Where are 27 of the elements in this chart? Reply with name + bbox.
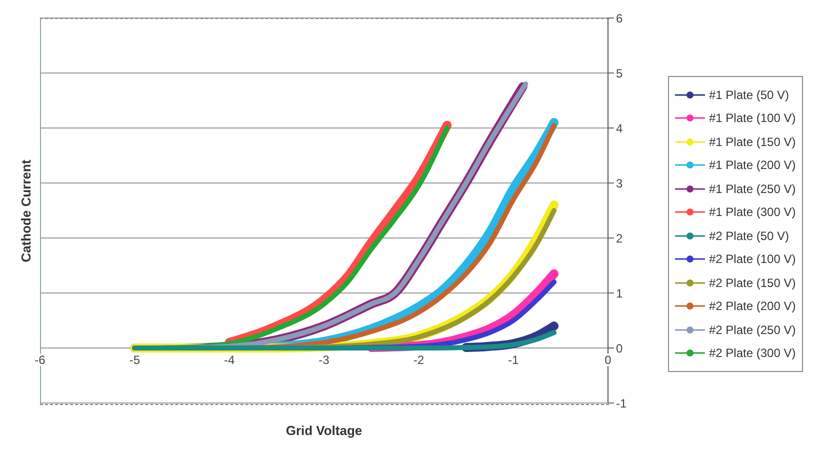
y-tick-label: 0 xyxy=(616,341,623,356)
legend-label: #1 Plate (300 V) xyxy=(709,205,796,220)
x-axis-title: Grid Voltage xyxy=(284,423,364,438)
x-tick-label: -2 xyxy=(413,353,424,367)
y-tick-label: -1 xyxy=(616,396,627,410)
legend-label: #1 Plate (250 V) xyxy=(709,182,796,196)
y-tick-label: 2 xyxy=(616,231,623,246)
legend-label: #2 Plate (150 V) xyxy=(709,276,796,290)
legend-label: #2 Plate (300 V) xyxy=(709,346,796,360)
legend-label: #2 Plate (50 V) xyxy=(709,228,790,243)
x-tick-label: -5 xyxy=(129,353,140,367)
legend-label: #2 Plate (200 V) xyxy=(709,299,796,314)
legend-label: #2 Plate (100 V) xyxy=(709,252,796,266)
y-tick-label: 4 xyxy=(616,121,623,136)
y-tick-label: 5 xyxy=(616,66,623,80)
y-axis-title: Cathode Current xyxy=(18,159,34,262)
legend-label: #1 Plate (150 V) xyxy=(709,134,796,149)
legend-label: #2 Plate (250 V) xyxy=(709,322,796,337)
legend-label: #1 Plate (200 V) xyxy=(709,158,796,172)
x-tick-label: -4 xyxy=(224,353,235,367)
y-tick-label: 1 xyxy=(616,286,623,300)
legend-label: #1 Plate (100 V) xyxy=(709,111,796,126)
legend-label: #1 Plate (50 V) xyxy=(709,88,790,102)
y-tick-label: 6 xyxy=(616,11,623,26)
x-tick-label: -1 xyxy=(508,353,519,367)
y-tick-label: 3 xyxy=(616,176,623,190)
x-tick-label: -3 xyxy=(318,353,330,367)
